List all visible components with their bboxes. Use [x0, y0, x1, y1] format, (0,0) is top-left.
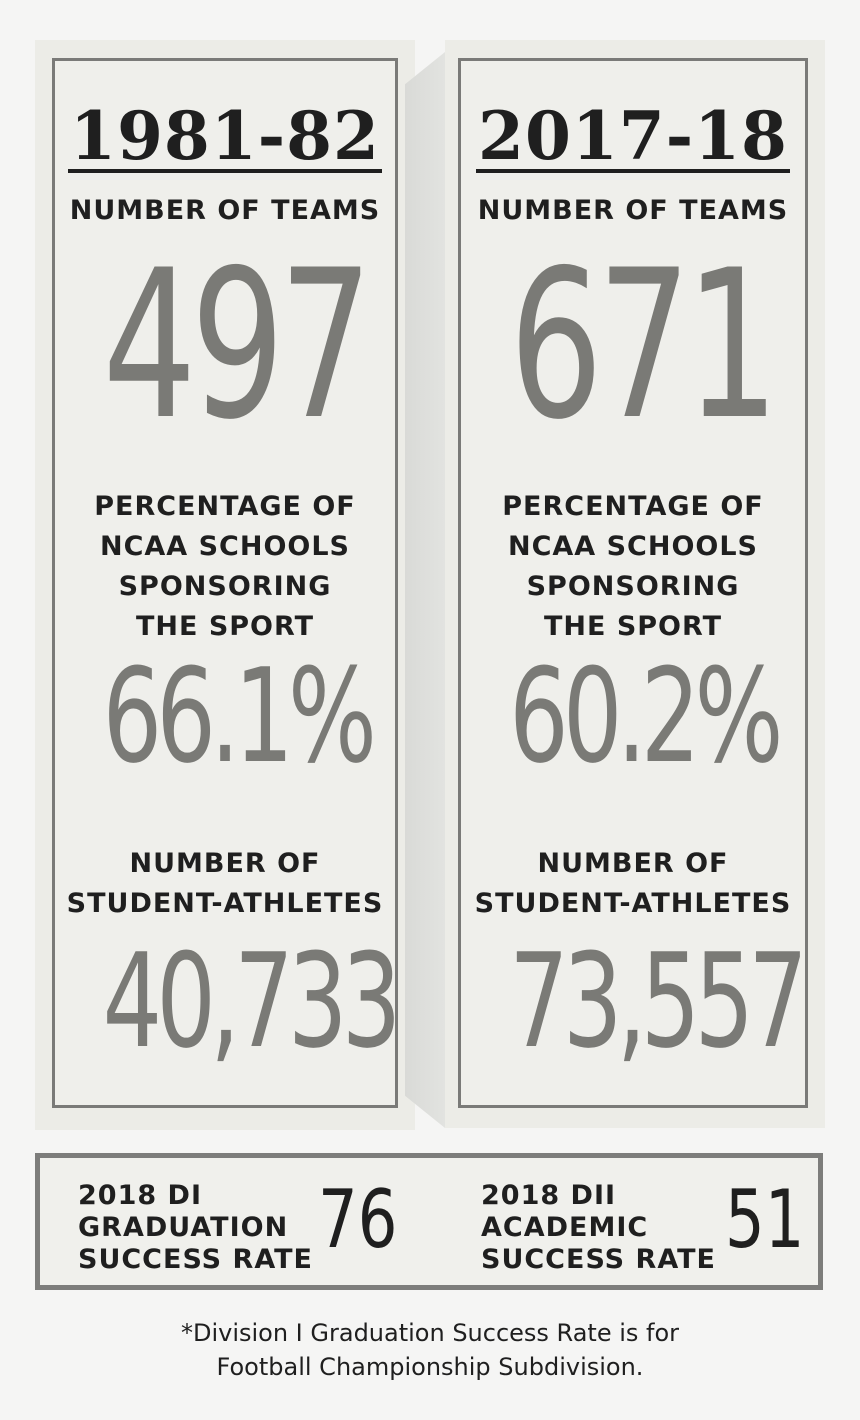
year-heading: 2017-18 — [461, 101, 805, 173]
percentage-value: 66.1% — [102, 640, 377, 792]
percentage-label: PERCENTAGE OF NCAA SCHOOLS SPONSORING TH… — [502, 491, 764, 642]
athletes-label: NUMBER OF STUDENT-ATHLETES — [474, 848, 792, 919]
teams-label: NUMBER OF TEAMS — [477, 195, 789, 226]
footnote: *Division I Graduation Success Rate is f… — [180, 1319, 680, 1381]
athletes-value: 40,733 — [102, 925, 402, 1077]
success-rates-box: 2018 DI GRADUATION SUCCESS RATE 76 2018 … — [35, 1153, 823, 1290]
athletes-label: NUMBER OF STUDENT-ATHLETES — [66, 848, 384, 919]
dii-rate-value: 51 — [725, 1173, 805, 1266]
year-text: 1981-82 — [68, 97, 382, 175]
athletes-value: 73,557 — [509, 925, 808, 1077]
panel-1981-82: 1981-82 NUMBER OF TEAMS 497 PERCENTAGE O… — [52, 58, 402, 1108]
teams-value: 671 — [509, 227, 779, 465]
percentage-label: PERCENTAGE OF NCAA SCHOOLS SPONSORING TH… — [94, 491, 356, 642]
teams-value: 497 — [102, 227, 373, 465]
teams-label: NUMBER OF TEAMS — [69, 195, 381, 226]
dii-rate-label: 2018 DII ACADEMIC SUCCESS RATE — [481, 1180, 716, 1275]
percentage-value: 60.2% — [509, 640, 783, 792]
di-rate-label: 2018 DI GRADUATION SUCCESS RATE — [78, 1180, 313, 1275]
panel-2017-18: 2017-18 NUMBER OF TEAMS 671 PERCENTAGE O… — [458, 58, 808, 1108]
year-heading: 1981-82 — [55, 101, 395, 173]
di-rate-value: 76 — [318, 1173, 398, 1266]
success-rates-inner: 2018 DI GRADUATION SUCCESS RATE 76 2018 … — [40, 1158, 818, 1285]
column-shadow — [405, 52, 445, 1128]
year-text: 2017-18 — [476, 97, 790, 175]
